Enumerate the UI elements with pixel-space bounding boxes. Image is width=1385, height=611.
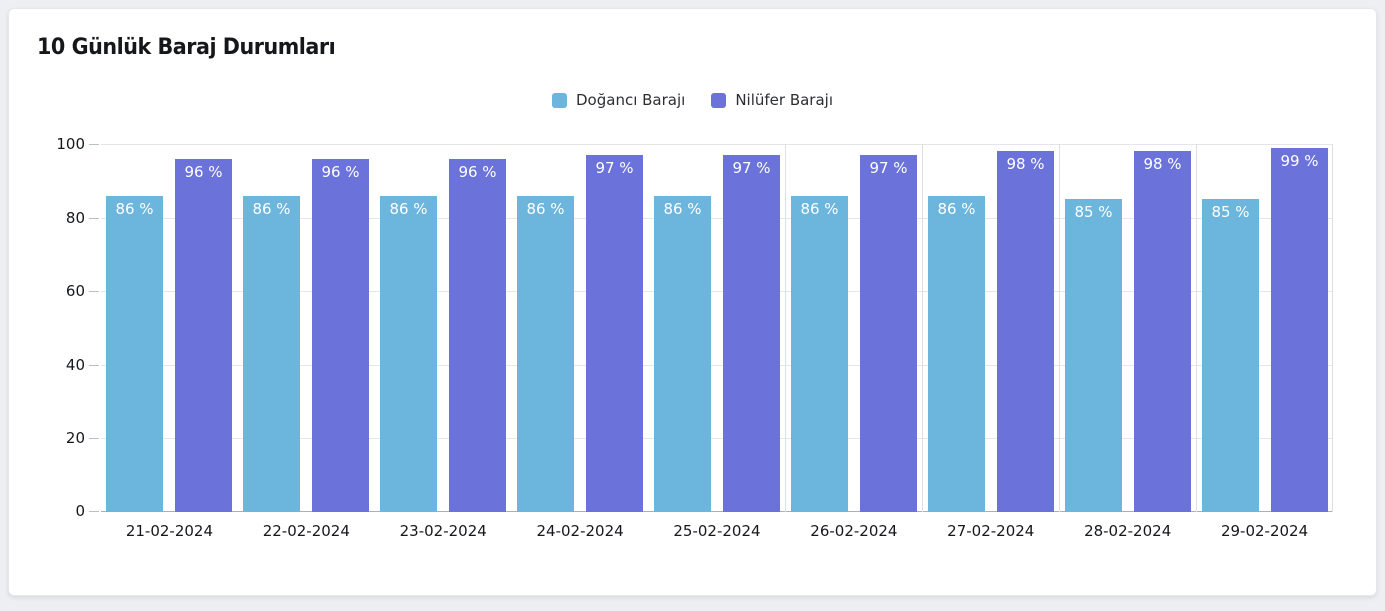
bar-value-label: 99 % <box>1280 152 1319 170</box>
x-axis-label: 29-02-2024 <box>1220 522 1309 540</box>
bar-value-label: 96 % <box>458 163 497 181</box>
plot-area: 86 % 96 % 86 % 96 % 86 % 96 % 86 % 97 % 86 % 97 %… <box>101 144 1333 512</box>
bar[interactable]: 96 % <box>312 159 369 512</box>
legend-label-doganci: Doğancı Barajı <box>576 91 686 109</box>
y-axis-tick <box>89 291 99 292</box>
bar[interactable]: 98 % <box>997 151 1054 512</box>
bar-value-label: 97 % <box>732 159 771 177</box>
legend-label-nilufer: Nilüfer Barajı <box>735 91 833 109</box>
y-axis-label: 0 <box>75 502 85 520</box>
legend: Doğancı Barajı Nilüfer Barajı <box>9 91 1376 109</box>
h-gridline <box>101 144 1333 145</box>
x-axis-label: 26-02-2024 <box>810 522 898 540</box>
bar-value-label: 86 % <box>115 200 154 218</box>
bar[interactable]: 97 % <box>723 155 780 512</box>
bar[interactable]: 86 % <box>791 196 848 512</box>
x-axis-label: 28-02-2024 <box>1084 522 1172 540</box>
page-title: 10 Günlük Baraj Durumları <box>37 35 336 60</box>
group-separator-line <box>785 144 786 512</box>
y-axis-tick <box>89 365 99 366</box>
y-axis-label: 40 <box>65 356 85 374</box>
y-axis-label: 100 <box>56 135 85 153</box>
bar-value-label: 98 % <box>1143 155 1182 173</box>
legend-swatch-nilufer <box>711 92 727 108</box>
plot-right-border <box>1332 144 1333 512</box>
bar-value-label: 97 % <box>595 159 634 177</box>
bar-value-label: 86 % <box>937 200 976 218</box>
bar-value-label: 86 % <box>800 200 839 218</box>
x-axis-label: 24-02-2024 <box>536 522 624 540</box>
bar[interactable]: 99 % <box>1271 148 1328 512</box>
x-axis-line <box>101 511 1333 512</box>
legend-swatch-doganci <box>552 92 567 108</box>
bar[interactable]: 97 % <box>860 155 917 512</box>
bar[interactable]: 85 % <box>1202 199 1259 512</box>
bar[interactable]: 86 % <box>928 196 985 512</box>
bar-value-label: 86 % <box>526 200 565 218</box>
bar-value-label: 86 % <box>663 200 702 218</box>
x-axis-label: 25-02-2024 <box>673 522 761 540</box>
x-axis-label: 23-02-2024 <box>399 522 487 540</box>
h-gridline <box>101 365 1333 366</box>
bar-value-label: 86 % <box>389 200 428 218</box>
bar-value-label: 98 % <box>1006 155 1045 173</box>
chart-card: 10 Günlük Baraj Durumları Doğancı Barajı… <box>8 8 1377 596</box>
group-separator-line <box>1059 144 1060 512</box>
x-axis-label: 21-02-2024 <box>125 522 214 540</box>
chart-area: 86 % 96 % 86 % 96 % 86 % 96 % 86 % 97 % 86 % 97 %… <box>9 135 1376 540</box>
bar[interactable]: 85 % <box>1065 199 1122 512</box>
h-gridline <box>101 291 1333 292</box>
legend-item-nilufer[interactable]: Nilüfer Barajı <box>711 91 833 109</box>
group-separator-line <box>922 144 923 512</box>
bar[interactable]: 96 % <box>449 159 506 512</box>
bar[interactable]: 86 % <box>654 196 711 512</box>
h-gridline <box>101 218 1333 219</box>
y-axis-label: 80 <box>65 209 85 227</box>
bar-value-label: 85 % <box>1211 203 1250 221</box>
bar-value-label: 85 % <box>1074 203 1113 221</box>
bar-value-label: 86 % <box>252 200 291 218</box>
y-axis-tick <box>89 511 99 512</box>
bar[interactable]: 86 % <box>106 196 163 512</box>
group-separator-line <box>1196 144 1197 512</box>
legend-item-doganci[interactable]: Doğancı Barajı <box>552 91 685 109</box>
y-axis-tick <box>89 218 99 219</box>
bar[interactable]: 97 % <box>586 155 643 512</box>
y-axis-tick <box>89 144 99 145</box>
bar[interactable]: 86 % <box>380 196 437 512</box>
bar[interactable]: 98 % <box>1134 151 1191 512</box>
bar-value-label: 96 % <box>184 163 223 181</box>
bar[interactable]: 86 % <box>243 196 300 512</box>
y-axis-label: 60 <box>65 282 85 300</box>
bar[interactable]: 96 % <box>175 159 232 512</box>
x-axis-label: 22-02-2024 <box>262 522 350 540</box>
y-axis-label: 20 <box>65 429 85 447</box>
y-axis-tick <box>89 438 99 439</box>
x-axis-label: 27-02-2024 <box>947 522 1035 540</box>
bar-value-label: 96 % <box>321 163 360 181</box>
h-gridline <box>101 438 1333 439</box>
bar-value-label: 97 % <box>869 159 908 177</box>
bar[interactable]: 86 % <box>517 196 574 512</box>
